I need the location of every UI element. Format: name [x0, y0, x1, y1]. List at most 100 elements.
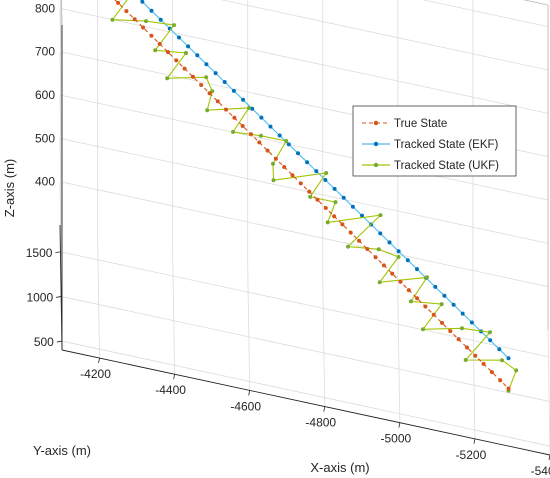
series-line-true-state [114, 0, 509, 389]
data-point-tracked-state-ekf [268, 124, 273, 129]
data-point-tracked-state-ekf [415, 267, 419, 272]
x-tick-mark [173, 374, 176, 380]
data-point-true-state [190, 74, 195, 79]
data-point-tracked-state-ekf [277, 133, 282, 138]
data-point-tracked-state-ekf [305, 160, 310, 165]
data-point-true-state [307, 189, 312, 194]
data-point-tracked-state-ekf [341, 195, 346, 200]
z-tick-label: 700 [35, 45, 55, 59]
data-point-true-state [340, 222, 345, 227]
data-point-tracked-state-ekf [186, 44, 191, 49]
data-point-tracked-state-ukf [110, 17, 115, 22]
legend-marker-ukf [373, 162, 379, 168]
data-point-true-state [249, 132, 253, 137]
x-tick-mark [323, 406, 326, 412]
data-point-tracked-state-ukf [308, 194, 313, 199]
data-point-true-state [506, 386, 511, 391]
legend-item-true-state: True State [362, 118, 447, 130]
data-point-tracked-state-ukf [325, 220, 330, 225]
data-point-true-state [298, 181, 303, 186]
data-point-tracked-state-ekf [158, 17, 163, 22]
data-point-true-state [207, 91, 212, 96]
x-axis-label: X-axis (m) [310, 460, 369, 475]
data-point-tracked-state-ekf [360, 213, 364, 218]
gridline-backwall-z [59, 94, 549, 201]
x-tick-mark [98, 357, 100, 364]
data-point-tracked-state-ukf [376, 247, 381, 252]
tick-labels: -4200 -4400 -4600 -4800 -5000 -5200 -5400 500 10… [26, 1, 550, 478]
data-point-tracked-state-ekf [231, 88, 236, 93]
data-point-tracked-state-ekf [433, 284, 438, 289]
data-point-true-state [116, 0, 121, 5]
data-point-true-state [348, 230, 353, 235]
gridline-floor-y [61, 296, 550, 402]
data-point-true-state [423, 304, 428, 309]
axes-box [59, 0, 550, 456]
series-line-tracked-state-ukf [111, 0, 517, 391]
data-point-true-state [182, 66, 187, 71]
data-point-tracked-state-ekf [488, 338, 493, 343]
data-point-tracked-state-ekf [195, 53, 200, 58]
data-point-tracked-state-ekf [296, 151, 300, 156]
data-point-tracked-state-ekf [506, 356, 511, 361]
data-point-true-state [124, 9, 129, 14]
data-point-tracked-state-ukf [247, 105, 251, 110]
data-point-tracked-state-ukf [378, 213, 383, 218]
legend: True State Tracked State (EKF) Tracked S… [352, 105, 517, 177]
y-tick-label: 1500 [26, 246, 53, 260]
series-layer [110, 0, 519, 393]
data-point-tracked-state-ekf [497, 347, 502, 352]
data-point-true-state [390, 271, 395, 276]
gridline-floor-x [472, 313, 476, 439]
box-edge [61, 0, 63, 26]
data-point-true-state [398, 279, 403, 284]
data-point-true-state [273, 156, 278, 161]
data-point-true-state [290, 173, 295, 178]
legend-label-ukf: Tracked State (UKF) [394, 160, 499, 172]
y-tick-mark [56, 296, 62, 298]
x-tick-label: -4400 [155, 383, 186, 397]
data-point-true-state [215, 99, 220, 104]
z-tick-label: 400 [35, 175, 55, 189]
data-point-true-state [265, 148, 270, 153]
data-point-tracked-state-ukf [284, 139, 289, 143]
box-edge [522, 0, 549, 6]
data-point-true-state [332, 214, 337, 219]
gridline-backwall-z [59, 137, 549, 244]
data-point-true-state [282, 165, 287, 169]
data-point-tracked-state-ukf [409, 299, 413, 304]
data-point-tracked-state-ekf [332, 186, 337, 191]
data-point-true-state [323, 206, 328, 210]
gridline-floor-x [322, 281, 326, 407]
data-point-true-state [415, 296, 420, 301]
data-point-tracked-state-ukf [396, 255, 401, 259]
data-point-true-state [149, 33, 154, 38]
data-point-true-state [381, 263, 386, 268]
legend-label-ekf: Tracked State (EKF) [394, 139, 499, 151]
y-tick-mark [55, 251, 61, 254]
legend-marker-ekf [373, 141, 379, 147]
z-tick-label: 500 [35, 131, 55, 145]
data-point-tracked-state-ekf [323, 178, 328, 182]
data-point-tracked-state-ukf [184, 51, 188, 55]
x-tick-mark [473, 438, 476, 444]
data-point-tracked-state-ukf [488, 330, 492, 335]
data-point-true-state [141, 25, 146, 30]
gridline-floor-x [172, 249, 176, 375]
data-point-tracked-state-ukf [204, 75, 209, 80]
data-point-true-state [357, 238, 361, 243]
series-line-tracked-state-ekf [139, 0, 509, 359]
data-point-tracked-state-ukf [500, 358, 504, 363]
z-axis-label: Z-axis (m) [2, 159, 17, 218]
gridline-backwall-z [59, 181, 549, 288]
data-point-true-state [166, 50, 170, 55]
y-tick-mark [56, 340, 62, 343]
data-point-true-state [406, 288, 411, 293]
data-point-tracked-state-ekf [140, 0, 145, 4]
data-point-tracked-state-ekf [213, 71, 218, 76]
data-point-tracked-state-ukf [346, 244, 350, 249]
data-point-tracked-state-ekf [451, 302, 456, 307]
data-point-tracked-state-ukf [144, 19, 148, 24]
x-tick-label: -4600 [230, 399, 261, 413]
data-point-tracked-state-ukf [425, 275, 429, 280]
